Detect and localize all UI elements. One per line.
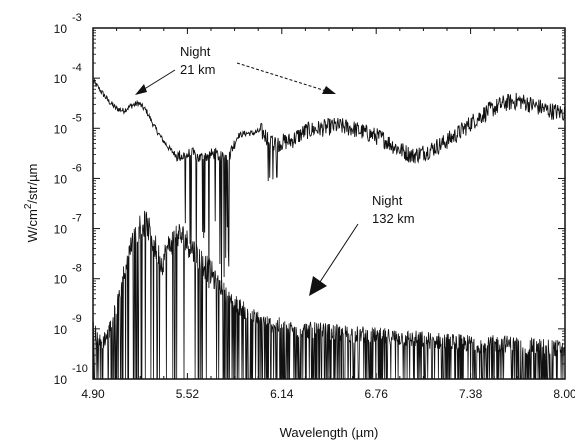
y-tick-base: 10 [54,223,68,237]
y-tick-exponent: -6 [72,162,82,174]
y-tick-exponent: -8 [72,263,82,275]
annotation-arrowhead-132km [309,276,327,296]
y-tick-base: 10 [54,273,68,287]
x-tick-label: 7.38 [459,387,483,401]
x-tick-label: 5.52 [176,387,200,401]
tick-layer [92,27,566,380]
series-21km-line [93,78,565,289]
y-tick-labels: 10 -3 10 -4 10 -5 10 -6 10 -7 10 -8 10 -9 10 -10 [54,12,88,387]
series-21km-label-line2: 21 km [180,62,215,77]
annotation-arrowhead-21km-right [322,86,336,94]
x-tick-label: 6.14 [270,387,294,401]
y-tick-exponent: -5 [72,112,82,124]
x-axis-title: Wavelength (µm) [280,425,379,440]
y-axis-title-main: W/cm [25,209,40,242]
x-tick-label: 4.90 [81,387,105,401]
y-tick-exponent: -4 [72,62,82,74]
y-tick-base: 10 [54,122,68,136]
y-tick-exponent: -9 [72,313,82,325]
y-tick-base: 10 [54,172,68,186]
series-layer [93,78,565,379]
series-132km-label-line2: 132 km [372,211,415,226]
series-132km-label-line1: Night [372,193,403,208]
y-axis-title-sup: 2 [23,203,34,209]
y-tick-base: 10 [54,373,68,387]
annotation-arrowhead-21km-left [135,84,147,95]
series-132km-line [93,210,565,379]
y-tick-exponent: -7 [72,213,82,225]
y-axis-title-rest: /str/µm [25,164,40,204]
annotation-arrow-21km-right [236,62,327,92]
y-tick-exponent: -3 [72,12,82,24]
y-axis-title: W/cm2/str/µm [23,164,40,243]
annotation-arrow-132km [317,223,359,286]
y-tick-base: 10 [54,323,68,337]
y-tick-base: 10 [54,72,68,86]
x-tick-labels: 4.90 5.52 6.14 6.76 7.38 8.00 [81,387,575,401]
x-tick-label: 6.76 [365,387,389,401]
x-tick-label: 8.00 [553,387,575,401]
series-21km-label-line1: Night [180,44,211,59]
y-tick-exponent: -10 [72,363,88,375]
y-tick-base: 10 [54,22,68,36]
